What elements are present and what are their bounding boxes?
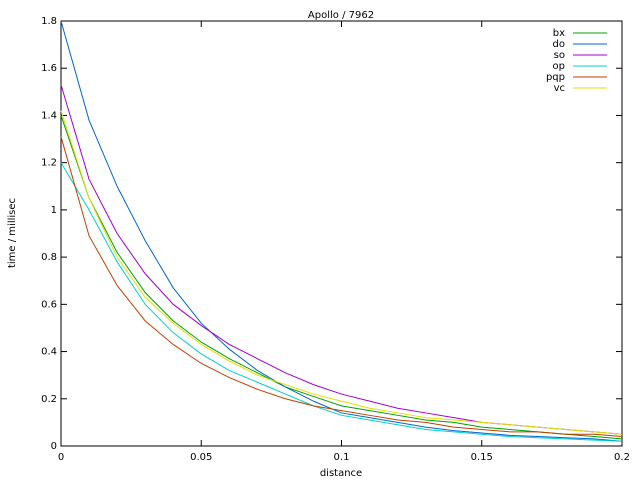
y-tick-label: 1.4 <box>41 110 57 121</box>
y-tick-label: 1.8 <box>41 16 57 27</box>
data-line <box>60 110 623 435</box>
y-axis-label: time / millisec <box>7 198 18 268</box>
y-tick-label: 0.8 <box>41 252 57 263</box>
x-tick-label: 0.2 <box>614 452 630 463</box>
plot-frame <box>60 20 623 447</box>
y-tick-label: 0.2 <box>41 394 57 405</box>
y-tick-label: 1 <box>51 205 57 216</box>
x-tick-label: 0.1 <box>334 452 350 463</box>
data-line <box>60 162 623 442</box>
chart-title: Apollo / 7962 <box>308 10 374 21</box>
data-line <box>60 20 623 442</box>
y-tick-label: 0.4 <box>41 347 57 358</box>
x-axis-label: distance <box>320 468 362 479</box>
y-tick-label: 0 <box>51 441 57 452</box>
y-tick-label: 1.2 <box>41 158 57 169</box>
legend-label: vc <box>554 83 565 94</box>
x-tick-label: 0.05 <box>190 452 212 463</box>
data-line <box>60 115 623 440</box>
data-line <box>60 136 623 438</box>
data-line <box>60 84 623 435</box>
x-tick-label: 0 <box>58 452 64 463</box>
legend-label: so <box>554 50 565 61</box>
legend-label: op <box>553 61 565 72</box>
y-tick-label: 1.6 <box>41 63 57 74</box>
y-tick-label: 0.6 <box>41 299 57 310</box>
legend-label: pqp <box>546 72 565 83</box>
x-tick-label: 0.15 <box>471 452 493 463</box>
legend-label: do <box>553 39 565 50</box>
legend-label: bx <box>553 28 565 39</box>
